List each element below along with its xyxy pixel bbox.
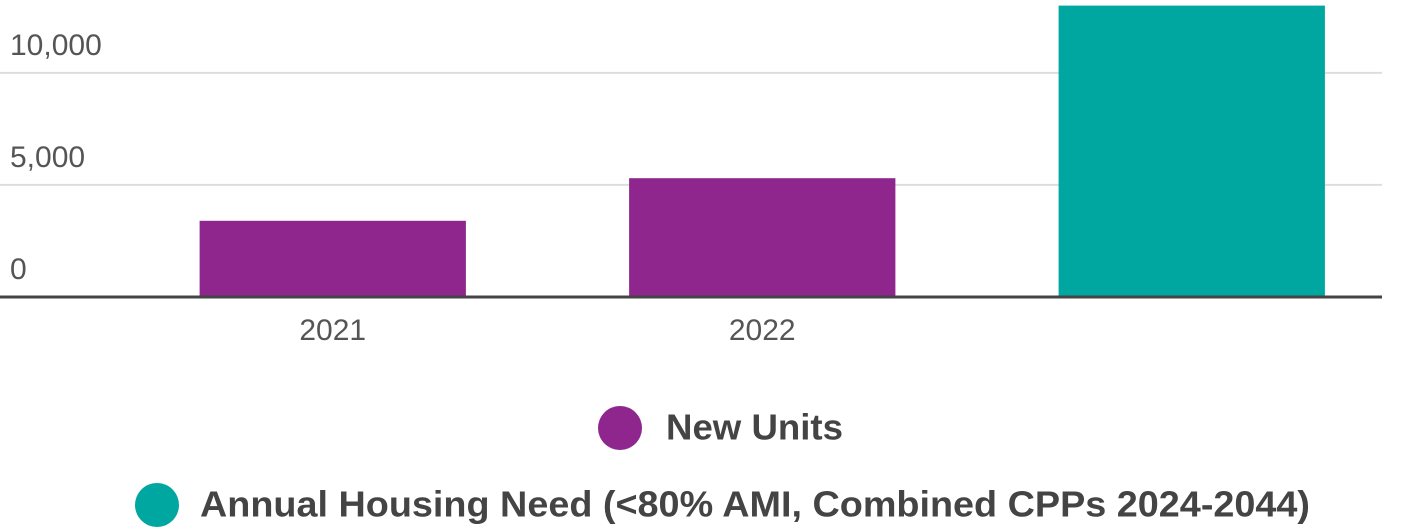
bar: [199, 220, 466, 297]
y-tick-label: 5,000: [10, 141, 85, 174]
legend-label: Annual Housing Need (<80% AMI, Combined …: [200, 484, 1310, 525]
legend-swatch: [598, 406, 642, 450]
y-tick-label: 0: [10, 253, 27, 286]
x-tick-label: 2021: [299, 314, 366, 347]
bar: [1058, 5, 1325, 298]
x-tick-label: 2022: [729, 314, 796, 347]
legend-label: New Units: [666, 407, 843, 448]
legend-swatch: [135, 483, 179, 527]
y-tick-label: 10,000: [10, 29, 102, 62]
bar: [629, 178, 896, 297]
